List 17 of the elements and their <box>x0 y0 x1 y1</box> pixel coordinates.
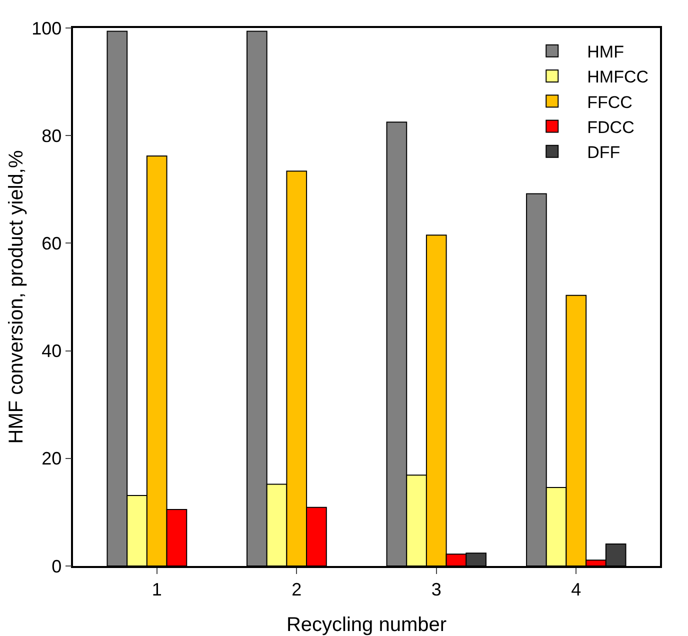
y-tick-label: 100 <box>32 18 62 38</box>
y-tick-label: 40 <box>42 341 62 362</box>
x-tick-label: 4 <box>571 579 582 600</box>
legend-label: DFF <box>587 142 620 162</box>
legend-label: HMF <box>587 42 624 62</box>
legend-label: FDCC <box>587 118 634 137</box>
y-tick-label: 80 <box>42 126 62 146</box>
legend-label: HMFCC <box>587 68 649 87</box>
legend-label: FFCC <box>587 92 632 112</box>
y-tick-label: 0 <box>52 556 62 576</box>
x-tick-label: 3 <box>431 579 442 600</box>
x-axis-title: Recycling number <box>286 614 447 636</box>
y-tick-label: 60 <box>42 234 62 254</box>
x-tick-label: 1 <box>152 579 162 600</box>
x-tick-label: 2 <box>292 579 302 600</box>
y-axis-title: HMF conversion, product yield,% <box>6 150 28 444</box>
y-tick-label: 20 <box>42 448 62 469</box>
